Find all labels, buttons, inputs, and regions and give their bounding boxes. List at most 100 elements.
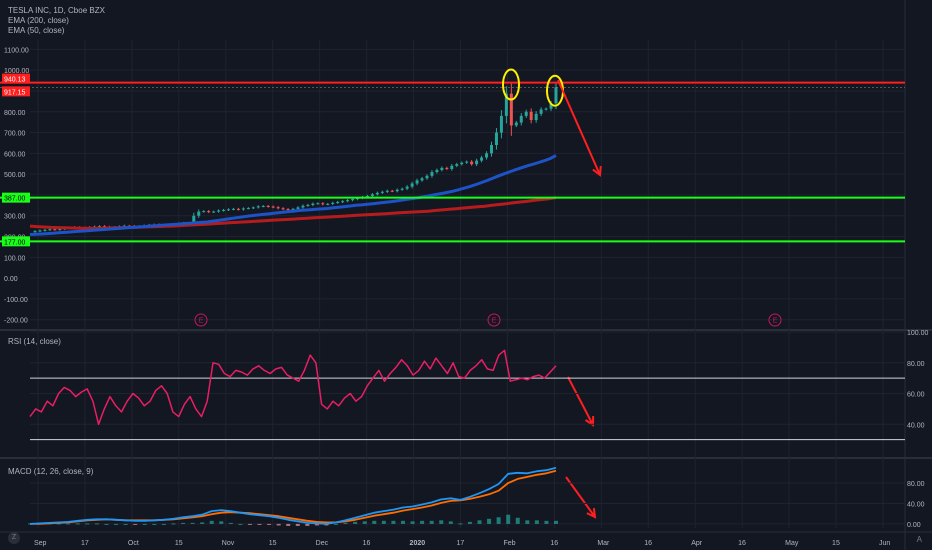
candle-body bbox=[306, 204, 310, 206]
candle-body bbox=[217, 210, 221, 212]
price-tick-label: 100.00 bbox=[4, 255, 26, 262]
macd-histogram-bar bbox=[554, 520, 558, 524]
candle-body bbox=[256, 206, 260, 208]
time-tick-label: Sep bbox=[34, 540, 47, 547]
candle-body bbox=[227, 209, 231, 211]
candle-body bbox=[251, 207, 255, 209]
macd-histogram-bar bbox=[152, 523, 157, 525]
price-label-box bbox=[2, 73, 30, 84]
time-tick-label: 16 bbox=[363, 540, 371, 547]
auto-scale-toggle[interactable]: A bbox=[916, 535, 922, 544]
candle-body bbox=[524, 111, 528, 116]
macd-histogram-bar bbox=[295, 523, 300, 526]
macd-histogram-bar bbox=[123, 523, 128, 525]
candle-body bbox=[38, 230, 42, 232]
macd-histogram-bar bbox=[420, 520, 425, 524]
down-arrow bbox=[557, 79, 601, 176]
candle-body bbox=[499, 115, 503, 133]
candle-body bbox=[465, 161, 469, 163]
earnings-badge-label: E bbox=[773, 318, 778, 325]
time-tick-label: May bbox=[785, 540, 799, 547]
symbol-title: TESLA INC, 1D, Cboe BZX bbox=[8, 6, 105, 15]
candle-body bbox=[514, 122, 518, 126]
candle-body bbox=[385, 190, 389, 192]
candle-body bbox=[509, 93, 513, 126]
macd-histogram-bar bbox=[219, 521, 224, 524]
candle-body bbox=[296, 207, 300, 209]
price-label-box bbox=[2, 236, 30, 247]
candle-body bbox=[98, 226, 102, 228]
macd-histogram-bar bbox=[400, 520, 405, 524]
macd-histogram-bar bbox=[286, 523, 291, 526]
candle-body bbox=[489, 145, 493, 154]
candle-body bbox=[440, 167, 444, 170]
down-arrow-head bbox=[592, 165, 602, 177]
candle-body bbox=[246, 208, 250, 210]
macd-histogram-bar bbox=[439, 520, 444, 524]
rsi-tick-label: 60.00 bbox=[907, 392, 925, 399]
macd-histogram-bar bbox=[200, 522, 205, 524]
macd-histogram-bar bbox=[477, 520, 482, 524]
macd-histogram-bar bbox=[525, 520, 530, 524]
macd-line bbox=[29, 466, 557, 525]
rsi-legend: RSI (14, close) bbox=[8, 337, 61, 346]
macd-histogram-bar bbox=[334, 523, 339, 525]
candle-body bbox=[405, 186, 409, 189]
candle-body bbox=[445, 167, 449, 169]
time-tick-label: 15 bbox=[269, 540, 277, 547]
candle-body bbox=[241, 208, 245, 210]
candle-body bbox=[346, 200, 350, 202]
candle-body bbox=[544, 108, 548, 110]
candle-body bbox=[494, 132, 498, 146]
candle-body bbox=[519, 115, 523, 123]
candle-body bbox=[291, 208, 295, 210]
candle-body bbox=[370, 194, 374, 196]
candle-body bbox=[33, 231, 37, 233]
macd-histogram-bar bbox=[448, 521, 453, 524]
candle-body bbox=[212, 211, 216, 213]
price-tick-label: 300.00 bbox=[4, 214, 26, 221]
macd-histogram-bar bbox=[85, 523, 90, 525]
candle-body bbox=[390, 190, 394, 192]
macd-histogram-bar bbox=[515, 517, 520, 524]
price-tick-label: 700.00 bbox=[4, 131, 26, 138]
macd-histogram-bar bbox=[467, 521, 472, 524]
ema200-legend: EMA (200, close) bbox=[8, 16, 69, 25]
candle-body bbox=[197, 211, 201, 216]
macd-histogram-bar bbox=[75, 523, 80, 525]
candle-body bbox=[435, 169, 439, 173]
candle-body bbox=[266, 205, 270, 207]
time-tick-label: 17 bbox=[457, 540, 465, 547]
price-label: 177.00 bbox=[4, 239, 26, 246]
candle-body bbox=[48, 229, 52, 231]
zoom-button[interactable]: Z bbox=[8, 532, 20, 544]
time-tick-label: Jun bbox=[879, 540, 890, 547]
price-tick-label: 1000.00 bbox=[4, 68, 29, 75]
rsi-tick-label: 100.00 bbox=[907, 330, 929, 337]
time-tick-label: Apr bbox=[691, 540, 703, 547]
macd-tick-label: 80.00 bbox=[907, 481, 925, 488]
rsi-tick-label: 80.00 bbox=[907, 361, 925, 368]
price-label-box bbox=[2, 86, 30, 97]
macd-signal-line bbox=[30, 469, 557, 525]
time-tick-label: 2020 bbox=[410, 540, 426, 547]
candle-body bbox=[455, 164, 459, 166]
price-tick-label: 600.00 bbox=[4, 151, 26, 158]
time-tick-label: Nov bbox=[222, 540, 235, 547]
price-label: 387.00 bbox=[4, 196, 26, 203]
macd-histogram-bar bbox=[142, 523, 147, 525]
price-label: 940.13 bbox=[4, 77, 26, 84]
macd-histogram-bar bbox=[410, 521, 415, 524]
ema200-line bbox=[29, 196, 557, 230]
price-tick-label: 500.00 bbox=[4, 172, 26, 179]
time-tick-label: Feb bbox=[503, 540, 515, 547]
earnings-badge-label: E bbox=[492, 318, 497, 325]
price-label: 917.15 bbox=[4, 89, 26, 96]
macd-histogram-bar bbox=[372, 520, 377, 524]
macd-histogram-bar bbox=[534, 520, 539, 524]
candle-body bbox=[420, 178, 424, 181]
time-tick-label: 16 bbox=[738, 540, 746, 547]
candle-body bbox=[460, 162, 464, 165]
candle-body bbox=[231, 208, 235, 210]
